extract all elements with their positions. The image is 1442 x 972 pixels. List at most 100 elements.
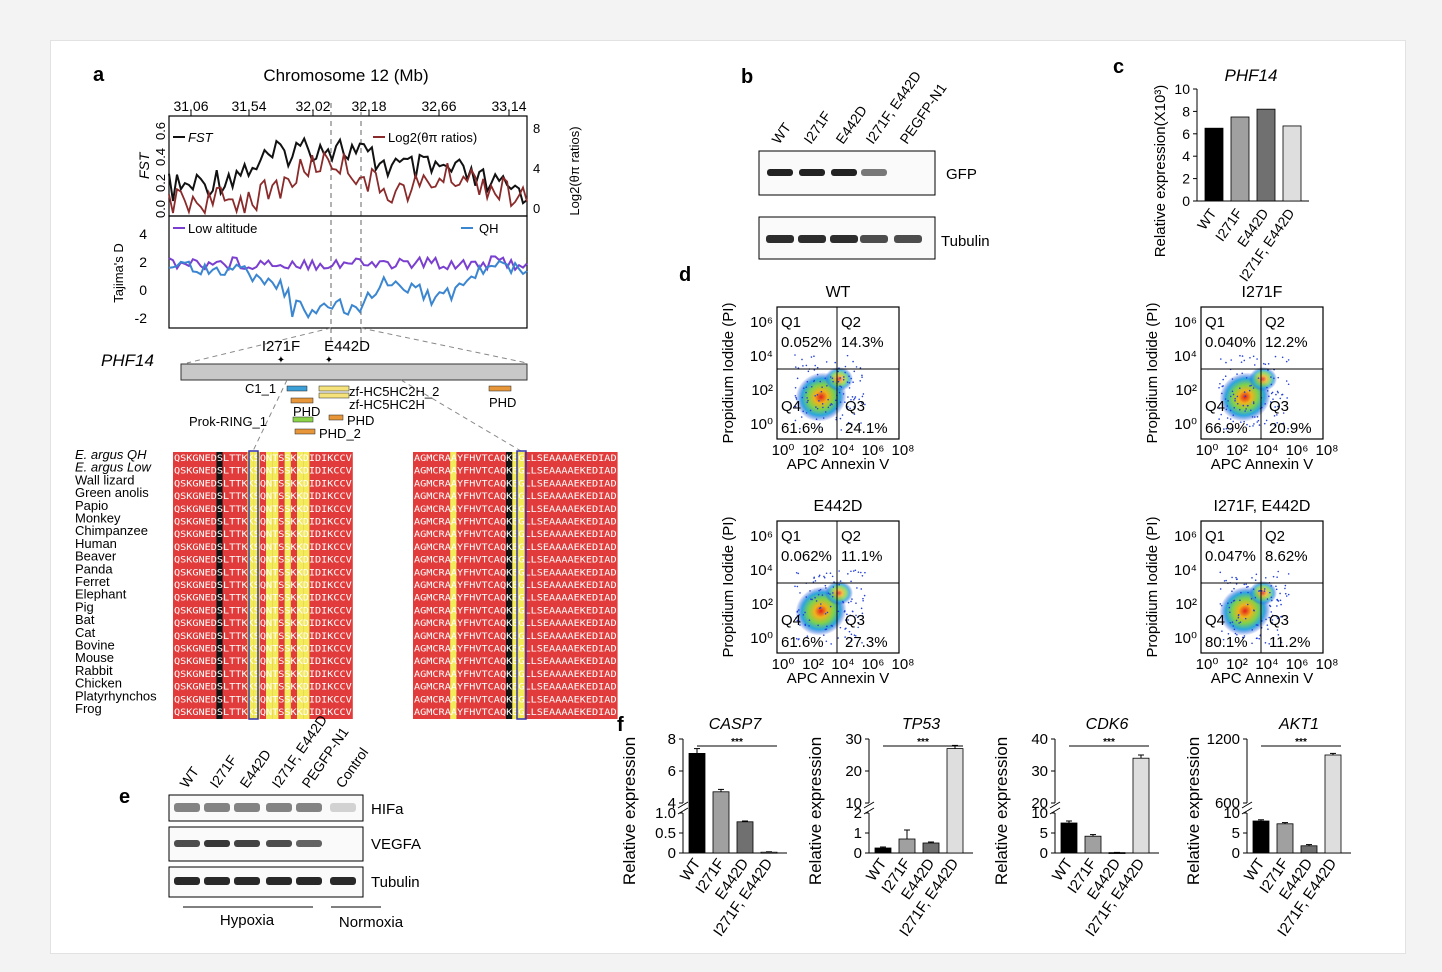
species-label: E. argus Low	[75, 460, 152, 475]
scatter-dot	[1263, 422, 1266, 425]
log2-axis-ticks: 0 4 8	[533, 121, 540, 216]
align-zoom-left	[252, 379, 288, 452]
flow-xtick-label: 10⁶	[862, 442, 885, 459]
scatter-dot	[848, 630, 851, 633]
scatter-dot	[1287, 593, 1290, 596]
flow-xtick-label: 10⁴	[1255, 442, 1278, 459]
scatter-dot	[799, 427, 801, 430]
scatter-dot	[829, 376, 832, 378]
scatter-dot	[821, 386, 823, 388]
scatter-dot	[825, 572, 828, 575]
quadrant-q2-value: 14.3%	[841, 334, 884, 351]
chart-c-bar	[1256, 108, 1276, 202]
scatter-dot	[815, 418, 818, 421]
scatter-dot	[852, 610, 854, 613]
alignment-row: QSKGNEDSLTTKKSQNTSSKKDIDIKCCV	[174, 708, 352, 718]
scatter-dot	[864, 571, 866, 574]
scatter-dot	[1229, 621, 1232, 624]
scatter-dot	[862, 597, 864, 600]
scatter-dot	[1284, 592, 1287, 595]
quadrant-q4-label: Q4	[1205, 398, 1225, 415]
scatter-dot	[1233, 587, 1235, 590]
chart-f-ytick-label: 1	[854, 825, 862, 842]
scatter-dot	[1280, 603, 1282, 606]
quadrant-q3-label: Q3	[1269, 612, 1289, 629]
species-label: Elephant	[75, 587, 127, 602]
scatter-density-secondary	[825, 367, 853, 391]
chart-f-ytick-label: 4	[668, 795, 676, 812]
scatter-dot	[843, 610, 846, 613]
scatter-dot	[1276, 617, 1279, 620]
scatter-dot	[1271, 619, 1274, 621]
scatter-dot	[810, 356, 813, 358]
scatter-dot	[1275, 393, 1277, 396]
scatter-dot	[1243, 359, 1246, 362]
blot-vegfa	[168, 826, 364, 862]
scatter-dot	[852, 381, 854, 383]
chart-c-ytick-label: 10	[1174, 81, 1190, 97]
scatter-dot	[851, 423, 853, 426]
scatter-dot	[838, 570, 840, 572]
tubulin-band	[174, 877, 200, 885]
chart-f-ytick-label: 8	[668, 731, 676, 748]
alignment-row: AGMCRAAYFHVTCAQKEGLLSEAAAAEKEDIAD	[414, 619, 617, 629]
scatter-dot	[819, 380, 822, 383]
chart-f-ytick-label: 5	[1040, 825, 1048, 842]
blot-row-tubulin-e: Tubulin	[371, 874, 420, 891]
expression-bar	[736, 821, 754, 854]
scatter-dot	[1255, 637, 1258, 640]
domain-phd-3: PHD	[347, 413, 374, 428]
chart-f-ytick-label: 30	[1031, 763, 1048, 780]
scatter-dot	[832, 380, 834, 383]
alignment-row: AGMCRAAYFHVTCAQKEGLLSEAAAAEKEDIAD	[414, 670, 617, 680]
scatter-dot	[1285, 595, 1288, 597]
scatter-dot	[794, 394, 797, 397]
scatter-dot	[1271, 614, 1274, 617]
scatter-dot	[850, 398, 852, 401]
scatter-dot	[1282, 412, 1285, 414]
scatter-dot	[815, 406, 817, 408]
scatter-dot	[822, 417, 825, 419]
flow-xlabel: APC Annexin V	[787, 456, 890, 473]
scatter-dot	[827, 592, 830, 595]
scatter-dot	[795, 617, 797, 619]
scatter-dot	[1247, 591, 1249, 594]
expression-chart-title: TP53	[902, 716, 940, 733]
scatter-dot	[1251, 416, 1254, 418]
scatter-dot	[1277, 634, 1280, 636]
conserved-column	[450, 452, 457, 719]
scatter-dot	[824, 377, 827, 380]
scatter-dot	[1252, 402, 1255, 405]
domain-c1-1-block	[286, 385, 308, 392]
scatter-dot	[844, 401, 846, 403]
scatter-dot	[805, 364, 808, 367]
scatter-dot	[1218, 386, 1220, 389]
scatter-dot	[834, 361, 837, 364]
scatter-dot	[1275, 588, 1278, 591]
conserved-column	[266, 452, 273, 719]
scatter-dot	[830, 403, 833, 405]
scatter-dot	[1236, 633, 1238, 636]
scatter-dot	[853, 634, 856, 637]
scatter-dot	[844, 365, 847, 368]
alignment-row: QSKGNEDSLTTKKSQNTSSKKDIDIKCCV	[174, 543, 352, 553]
quadrant-q1-label: Q1	[781, 528, 801, 545]
scatter-dot	[1220, 358, 1222, 360]
quadrant-q1-value: 0.040%	[1205, 334, 1256, 351]
highlight-box-left	[248, 450, 259, 720]
scatter-dot	[1270, 585, 1272, 587]
tubulin-band	[766, 235, 794, 243]
axis-break-mark	[1241, 801, 1253, 809]
scatter-dot	[805, 412, 808, 414]
mutation-marker-1: ✦	[277, 355, 285, 366]
quadrant-q4-value: 61.6%	[781, 420, 824, 437]
chart-f-ytick-label: 20	[845, 763, 862, 780]
scatter-dot	[1254, 416, 1256, 418]
scatter-dot	[804, 611, 806, 614]
scatter-dot	[1245, 408, 1247, 410]
scatter-dot	[801, 396, 804, 399]
chart-f-ytick-label: 0	[1040, 845, 1048, 862]
scatter-dot	[1237, 614, 1240, 617]
panel-a: a Chromosome 12 (Mb) 31.06 31.54 32.02 32.1…	[75, 64, 618, 720]
expression-bar	[712, 791, 730, 854]
